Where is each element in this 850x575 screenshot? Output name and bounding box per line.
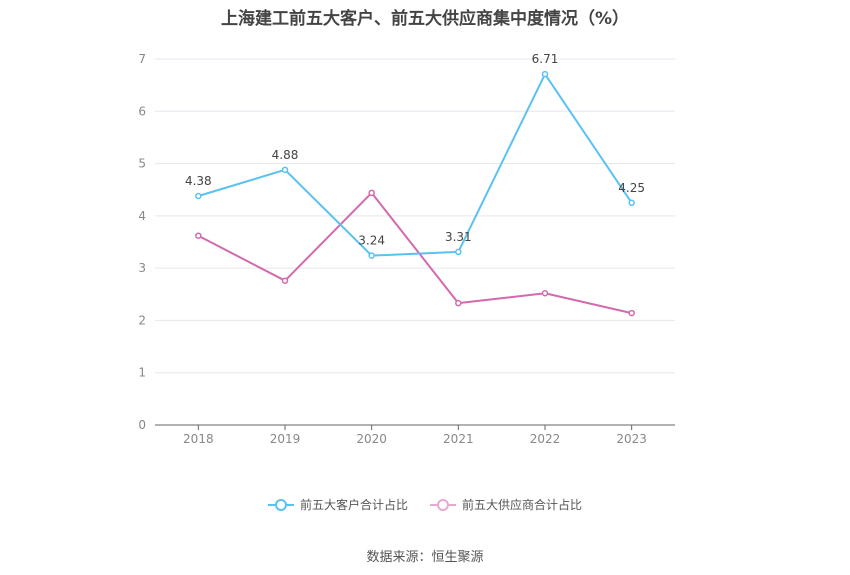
data-point: [541, 70, 549, 78]
data-point: [368, 189, 375, 197]
data-point: [368, 252, 375, 259]
data-label: 4.88: [272, 148, 299, 162]
y-tick-label: 1: [138, 366, 146, 380]
data-label: 3.24: [358, 234, 385, 248]
legend-label: 前五大供应商合计占比: [462, 498, 583, 512]
legend-line-icon: [267, 498, 294, 512]
legend-item-suppliers[interactable]: 前五大供应商合计占比: [430, 496, 582, 513]
data-label: 3.31: [445, 230, 472, 244]
data-point: [455, 248, 462, 256]
x-tick-label: 2023: [616, 432, 647, 446]
data-point: [628, 199, 635, 207]
legend-line-icon: [430, 498, 456, 512]
series-line: [198, 73, 633, 257]
data-point: [281, 277, 289, 284]
data-labels: 4.38 4.88 3.24 3.31 6.71 4.25: [185, 52, 645, 247]
legend-label: 前五大客户合计占比: [299, 498, 408, 512]
x-tick-label: 2022: [530, 432, 561, 446]
data-source: 数据来源：恒生聚源: [366, 550, 484, 565]
x-tick-label: 2019: [270, 432, 301, 446]
data-point: [455, 299, 462, 307]
x-tick-label: 2020: [356, 432, 387, 446]
y-tick-label: 3: [138, 261, 146, 275]
data-label: 4.38: [185, 174, 212, 188]
y-tick-label: 7: [138, 52, 146, 66]
chart-title: 上海建工前五大客户、前五大供应商集中度情况（%）: [220, 9, 630, 29]
x-tick-label: 2021: [443, 432, 474, 446]
legend-item-customers[interactable]: 前五大客户合计占比: [267, 496, 408, 513]
x-tick-label: 2018: [183, 432, 214, 446]
data-point: [195, 192, 202, 200]
data-point: [195, 232, 202, 239]
y-tick-label: 0: [138, 418, 146, 432]
data-point: [628, 309, 635, 317]
y-tick-label: 6: [138, 104, 146, 118]
data-label: 6.71: [532, 52, 559, 66]
legend: 前五大客户合计占比 前五大供应商合计占比: [0, 496, 850, 513]
axes: 0 1 2 3 4 5 6 7 2018 2019 2020 2021 2022 2023: [138, 52, 675, 446]
data-label: 4.25: [618, 181, 645, 195]
y-tick-label: 5: [138, 157, 146, 171]
y-tick-label: 4: [138, 209, 146, 223]
series-lines: [195, 70, 635, 317]
data-point: [281, 166, 289, 174]
gridlines: [155, 58, 675, 374]
data-point: [541, 289, 549, 297]
y-tick-label: 2: [138, 313, 146, 327]
series-line: [197, 191, 632, 315]
